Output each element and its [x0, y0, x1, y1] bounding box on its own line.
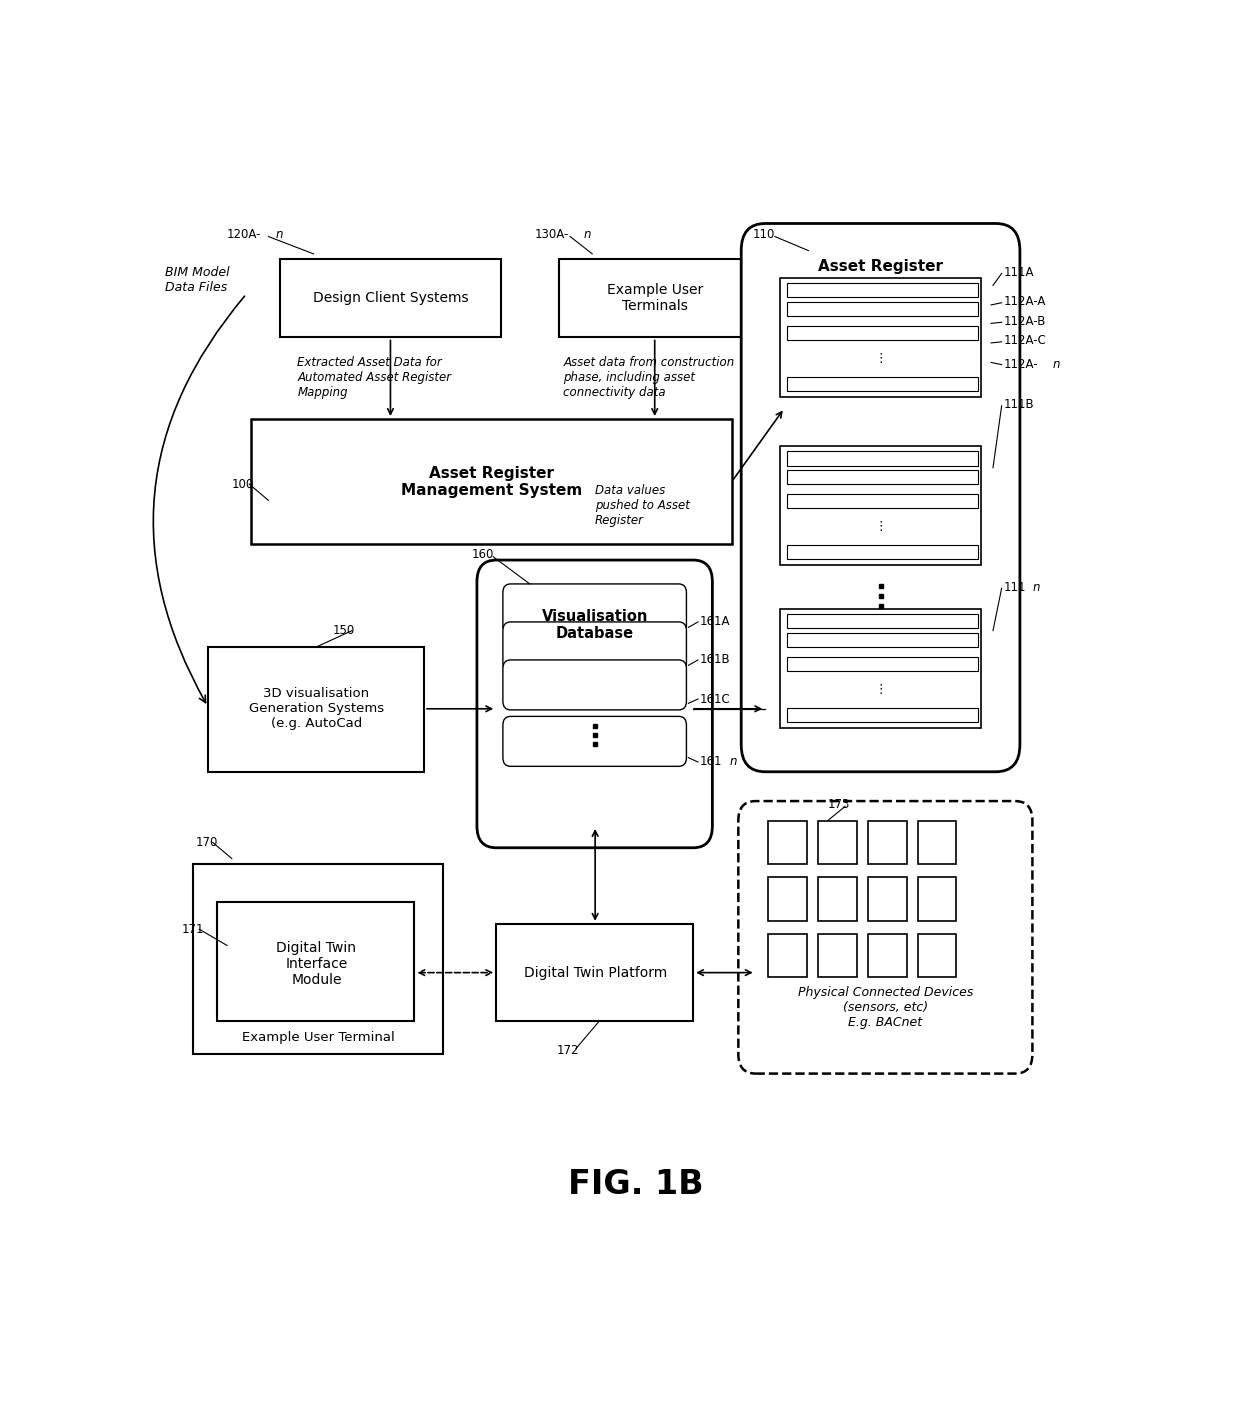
Bar [787, 493, 977, 508]
Bar [787, 451, 977, 465]
Text: 112A-: 112A- [1003, 358, 1038, 371]
Text: 170: 170 [196, 836, 218, 849]
Bar [496, 924, 693, 1021]
Bar [918, 877, 956, 921]
FancyBboxPatch shape [503, 584, 687, 634]
Text: 161B: 161B [699, 653, 730, 667]
Text: $n$: $n$ [275, 228, 284, 241]
Bar [280, 259, 501, 337]
Bar [918, 933, 956, 977]
FancyBboxPatch shape [503, 716, 687, 766]
Text: $n$: $n$ [583, 228, 591, 241]
Bar [787, 633, 977, 647]
Bar [780, 278, 982, 398]
Bar [780, 446, 982, 565]
Text: 112A-B: 112A-B [1003, 314, 1045, 327]
Text: 130A-: 130A- [534, 228, 569, 241]
Bar [208, 647, 424, 771]
Text: ⋮: ⋮ [874, 520, 887, 533]
Bar [787, 657, 977, 671]
Text: Digital Twin Platform: Digital Twin Platform [523, 966, 667, 980]
Bar [193, 864, 444, 1055]
Text: 173: 173 [828, 798, 851, 811]
Text: Physical Connected Devices
(sensors, etc)
E.g. BACnet: Physical Connected Devices (sensors, etc… [797, 986, 973, 1029]
Text: ⋮: ⋮ [874, 351, 887, 365]
Text: Data values
pushed to Asset
Register: Data values pushed to Asset Register [595, 484, 689, 527]
Text: 111: 111 [1003, 581, 1025, 594]
Text: Asset Register
Management System: Asset Register Management System [401, 465, 582, 498]
Text: 161: 161 [699, 756, 723, 768]
Text: ⋮: ⋮ [874, 682, 887, 695]
FancyBboxPatch shape [503, 622, 687, 673]
Bar [787, 470, 977, 484]
Text: Extracted Asset Data for
Automated Asset Register
Mapping: Extracted Asset Data for Automated Asset… [298, 357, 451, 399]
Text: 171: 171 [182, 922, 205, 936]
Bar [818, 933, 857, 977]
FancyBboxPatch shape [503, 660, 687, 709]
Text: $n$: $n$ [1052, 358, 1060, 371]
Bar [787, 708, 977, 722]
Text: 160: 160 [472, 548, 495, 561]
Text: Example User Terminal: Example User Terminal [242, 1031, 394, 1045]
Text: 111B: 111B [1003, 398, 1034, 412]
Text: Visualisation
Database: Visualisation Database [542, 609, 649, 642]
Bar [787, 283, 977, 298]
Bar [868, 877, 906, 921]
Text: 150: 150 [332, 625, 355, 637]
Text: Design Client Systems: Design Client Systems [312, 292, 469, 306]
Text: 161A: 161A [699, 615, 730, 629]
Text: 111A: 111A [1003, 266, 1034, 279]
Text: 3D visualisation
Generation Systems
(e.g. AutoCad: 3D visualisation Generation Systems (e.g… [249, 687, 384, 730]
Text: 120A-: 120A- [227, 228, 262, 241]
Bar [768, 933, 806, 977]
Bar [918, 821, 956, 864]
Bar [250, 419, 732, 544]
Text: 110: 110 [753, 228, 775, 241]
Text: Example User
Terminals: Example User Terminals [606, 283, 703, 313]
Bar [787, 302, 977, 316]
Bar [780, 609, 982, 729]
Bar [787, 326, 977, 340]
FancyBboxPatch shape [738, 801, 1033, 1073]
FancyBboxPatch shape [742, 224, 1019, 771]
Text: Asset data from construction
phase, including asset
connectivity data: Asset data from construction phase, incl… [563, 357, 734, 399]
Bar [868, 821, 906, 864]
Bar [868, 933, 906, 977]
Bar [558, 259, 751, 337]
Text: 112A-C: 112A-C [1003, 334, 1047, 347]
Text: 112A-A: 112A-A [1003, 295, 1045, 309]
Text: 100: 100 [232, 478, 254, 491]
Text: 172: 172 [557, 1045, 579, 1058]
Bar [768, 877, 806, 921]
Bar [217, 902, 414, 1021]
FancyBboxPatch shape [477, 560, 712, 847]
Text: $n$: $n$ [729, 756, 738, 768]
Bar [787, 544, 977, 558]
Bar [787, 376, 977, 391]
Bar [818, 877, 857, 921]
Text: FIG. 1B: FIG. 1B [568, 1167, 703, 1201]
Text: BIM Model
Data Files: BIM Model Data Files [165, 266, 229, 293]
Text: $n$: $n$ [1033, 581, 1042, 594]
Bar [787, 615, 977, 629]
Bar [818, 821, 857, 864]
Text: Digital Twin
Interface
Module: Digital Twin Interface Module [277, 940, 356, 987]
Text: Asset Register: Asset Register [818, 259, 944, 275]
Text: 161C: 161C [699, 692, 730, 705]
Bar [768, 821, 806, 864]
